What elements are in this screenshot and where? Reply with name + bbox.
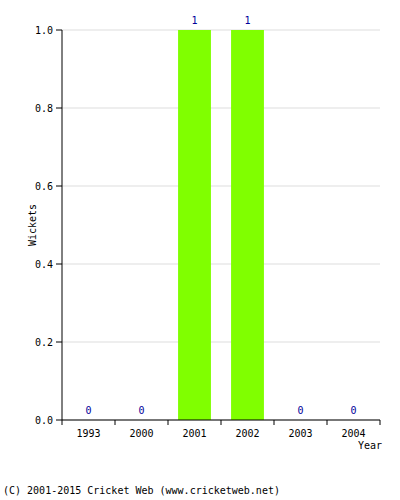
x-tick — [168, 420, 169, 425]
y-tick — [56, 264, 62, 265]
x-tick-label: 1993 — [76, 428, 100, 439]
y-axis-label: Wickets — [27, 204, 38, 246]
bar — [231, 30, 264, 420]
x-tick-label: 2004 — [341, 428, 365, 439]
y-tick — [56, 342, 62, 343]
data-label: 0 — [85, 405, 91, 416]
chart-svg: 0.0 0.2 0.4 0.6 0.8 1.0 1993 2000 2001 2002 2003 20… — [0, 0, 400, 500]
x-tick-label: 2000 — [129, 428, 153, 439]
data-label: 0 — [138, 405, 144, 416]
background — [0, 0, 400, 500]
x-tick-label: 2003 — [288, 428, 312, 439]
y-tick-label: 1.0 — [35, 25, 53, 36]
annotation: (C) 2001-2015 Cricket Web (www.cricketwe… — [3, 485, 280, 496]
x-tick — [115, 420, 116, 425]
data-label: 1 — [191, 15, 197, 26]
x-tick — [380, 420, 381, 425]
data-label: 0 — [350, 405, 356, 416]
y-tick — [56, 108, 62, 109]
y-tick — [56, 186, 62, 187]
x-tick-label: 2002 — [235, 428, 259, 439]
grid-line — [62, 30, 380, 31]
grid-line — [62, 108, 380, 109]
y-tick-label: 0.8 — [35, 103, 53, 114]
y-tick-label: 0.2 — [35, 337, 53, 348]
bar — [178, 30, 211, 420]
y-axis — [62, 30, 63, 420]
x-tick — [327, 420, 328, 425]
y-tick-label: 0.6 — [35, 181, 53, 192]
x-tick-label: 2001 — [182, 428, 206, 439]
bars — [178, 30, 264, 420]
grid-line — [62, 264, 380, 265]
grid-line — [62, 186, 380, 187]
x-axis-label: Year — [358, 440, 382, 451]
y-tick — [56, 420, 62, 421]
chart-container: 0.0 0.2 0.4 0.6 0.8 1.0 1993 2000 2001 2002 2003 20… — [0, 0, 400, 500]
y-tick-label: 0.0 — [35, 415, 53, 426]
grid-line — [62, 342, 380, 343]
data-label: 1 — [244, 15, 250, 26]
y-tick — [56, 30, 62, 31]
x-tick — [221, 420, 222, 425]
data-label: 0 — [297, 405, 303, 416]
y-tick-label: 0.4 — [35, 259, 53, 270]
x-tick — [274, 420, 275, 425]
x-tick — [62, 420, 63, 425]
